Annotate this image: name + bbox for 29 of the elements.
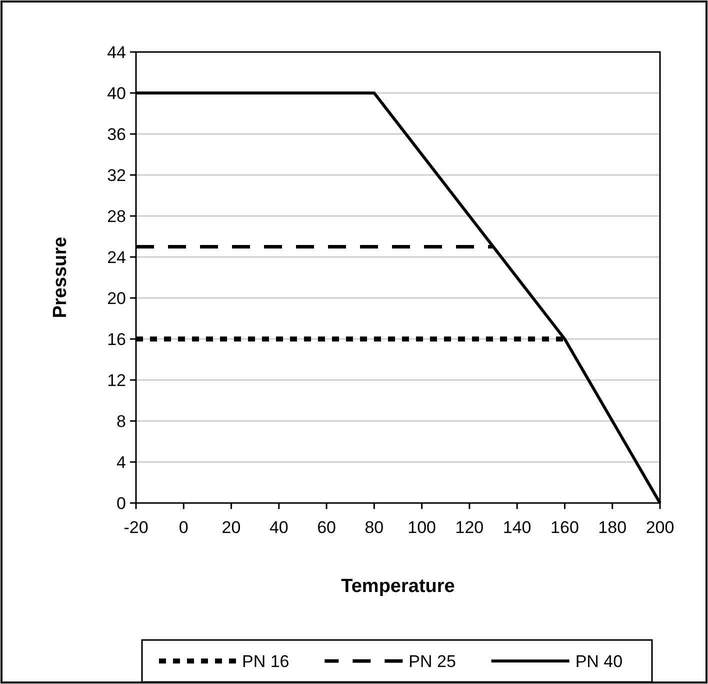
- y-tick-label: 16: [107, 330, 126, 349]
- y-tick-label: 28: [107, 206, 126, 226]
- y-axis-title: Pressure: [50, 236, 71, 318]
- x-tick-label: 0: [178, 518, 188, 537]
- y-tick-label: 20: [107, 288, 126, 308]
- y-tick-label: 0: [116, 494, 126, 513]
- y-tick-label: 32: [107, 166, 126, 185]
- x-tick-label: 60: [317, 518, 336, 537]
- y-tick-label: 4: [116, 452, 126, 472]
- y-tick-label: 24: [107, 248, 126, 267]
- x-tick-label: 80: [364, 518, 384, 537]
- x-tick-label: 40: [269, 518, 288, 537]
- x-tick-label: 20: [222, 518, 241, 537]
- y-tick-label: 40: [107, 84, 126, 103]
- x-tick-label: 200: [646, 518, 674, 537]
- legend-label: PN 16: [242, 652, 290, 671]
- x-axis-title: Temperature: [341, 576, 455, 597]
- legend-label: PN 40: [575, 652, 623, 671]
- y-tick-label: 36: [107, 124, 126, 144]
- x-tick-label: 180: [598, 518, 627, 537]
- x-tick-label: 160: [550, 518, 579, 537]
- y-tick-label: 44: [107, 42, 126, 62]
- x-tick-label: 100: [408, 518, 436, 537]
- x-tick-label: 140: [502, 518, 532, 537]
- x-tick-label: 120: [455, 518, 484, 537]
- y-tick-label: 8: [116, 412, 126, 431]
- legend-label: PN 25: [408, 652, 456, 671]
- x-tick-label: -20: [124, 518, 148, 537]
- y-tick-label: 12: [107, 370, 126, 390]
